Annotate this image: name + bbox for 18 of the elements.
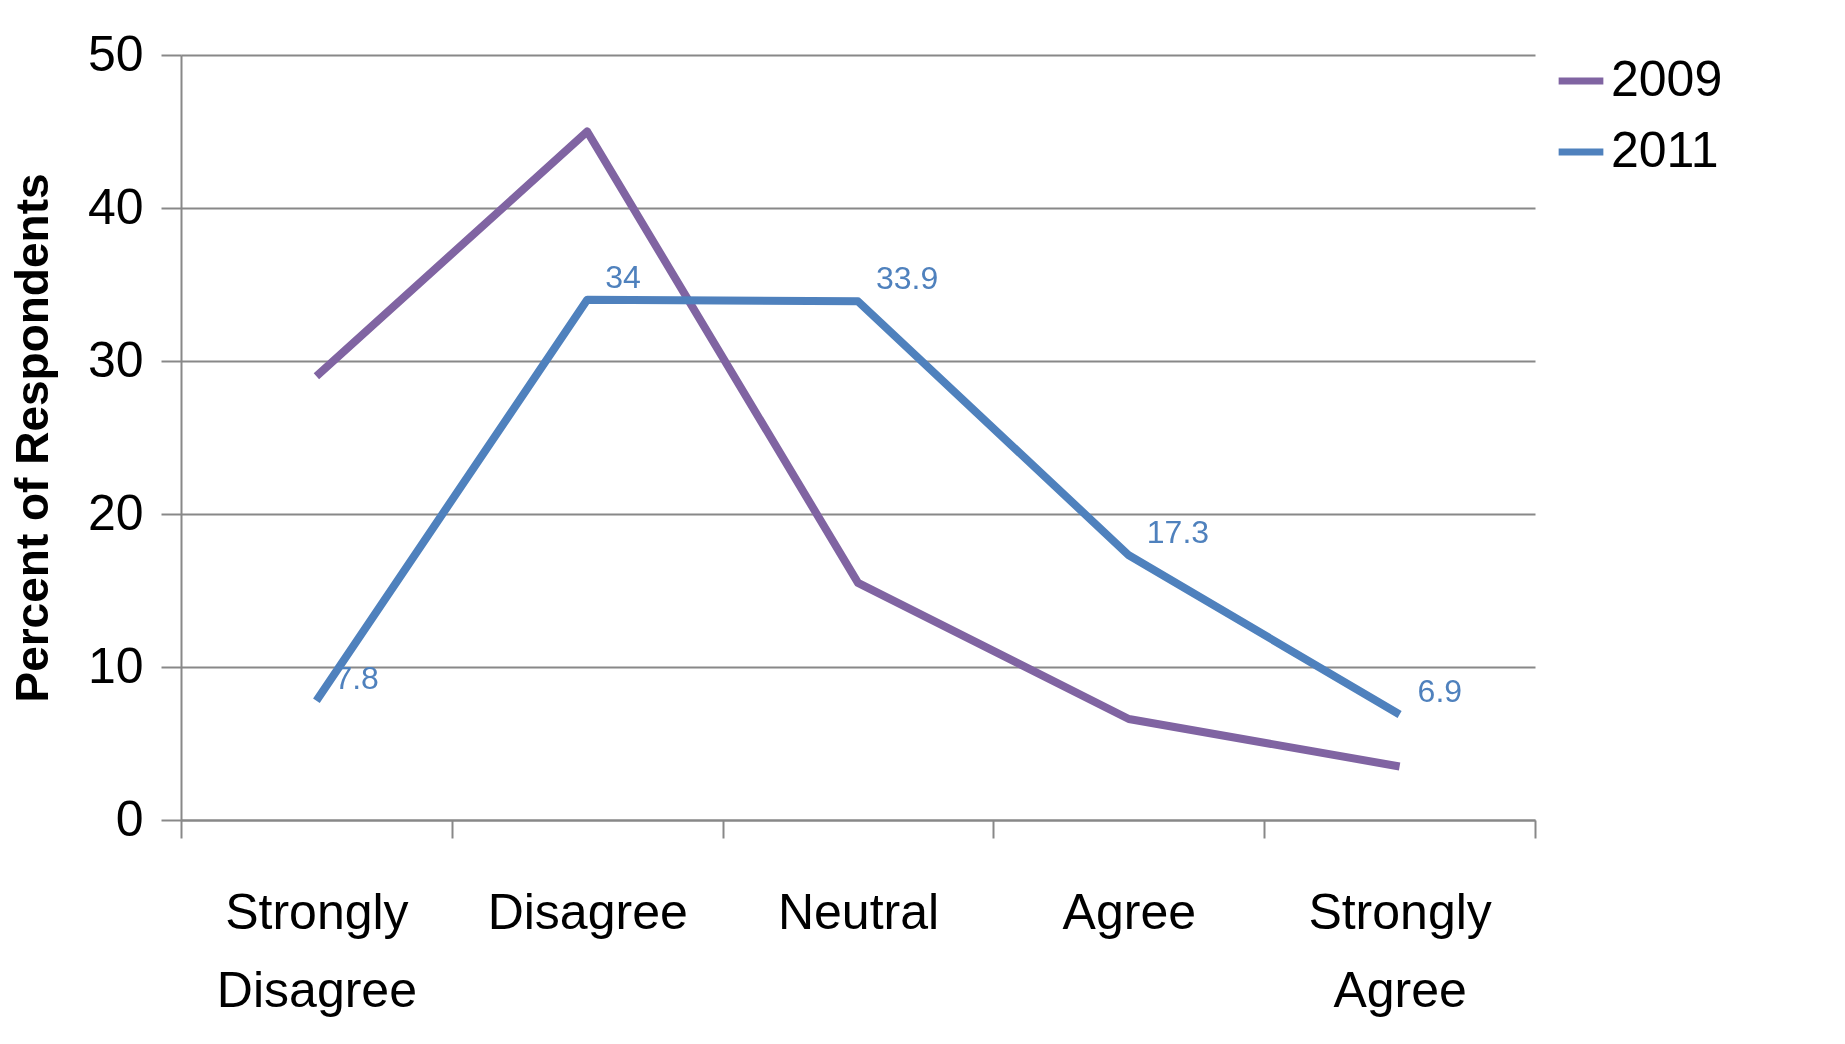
data-label: 6.9 <box>1417 673 1463 710</box>
y-tick-label: 20 <box>87 484 144 541</box>
data-label: 34 <box>605 258 641 295</box>
x-tick-label: Agree <box>1062 883 1197 940</box>
x-tick-label: Strongly Agree <box>1308 883 1492 1018</box>
x-tick-label: Neutral <box>777 883 940 940</box>
data-label: 17.3 <box>1146 514 1210 551</box>
x-tick-label: Disagree <box>487 883 688 940</box>
y-tick-label: 30 <box>87 331 144 388</box>
y-axis-title: Percent of Respondents <box>5 173 58 703</box>
y-tick-label: 0 <box>115 790 144 847</box>
y-tick-label: 50 <box>87 25 144 82</box>
y-tick-label: 10 <box>87 637 144 694</box>
y-tick-label: 40 <box>87 178 144 235</box>
legend-label: 2011 <box>1611 122 1719 178</box>
data-label: 33.9 <box>876 260 939 297</box>
x-tick-label: Strongly Disagree <box>216 883 417 1018</box>
legend-label: 2009 <box>1611 51 1723 107</box>
